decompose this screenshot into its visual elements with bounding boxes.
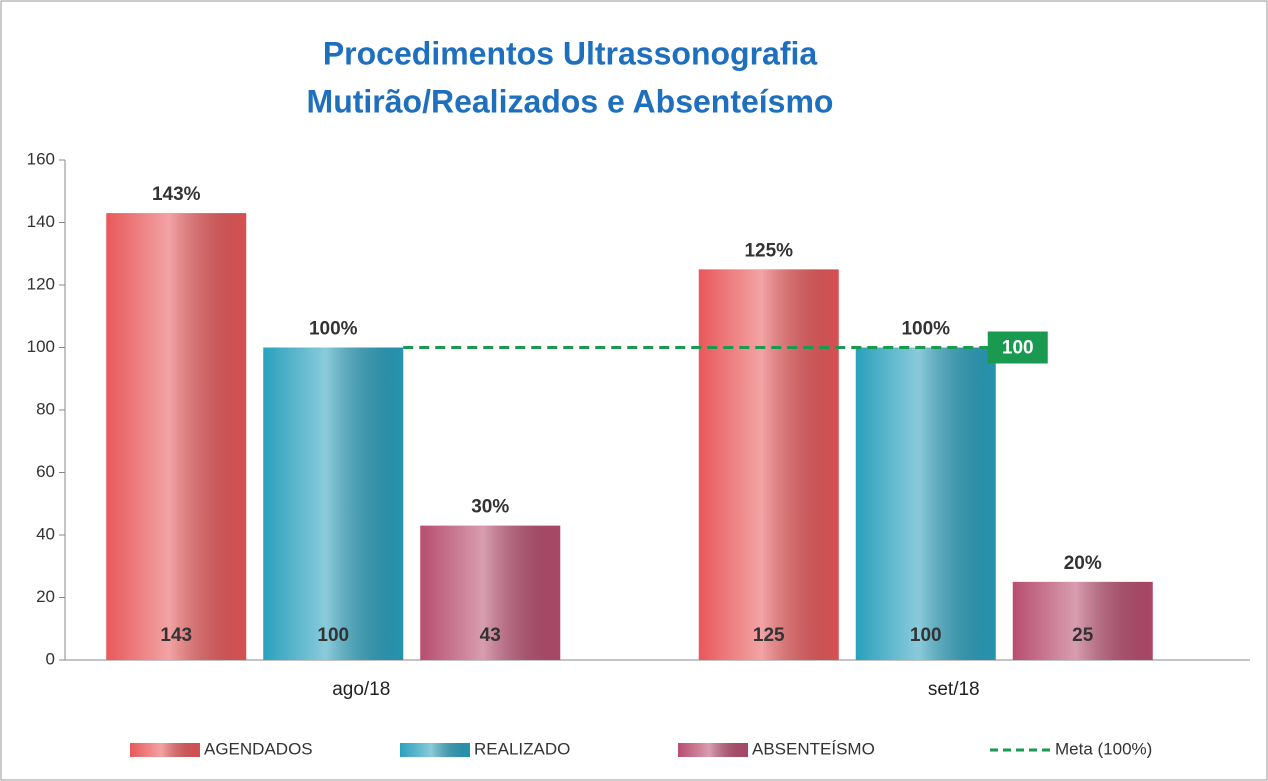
y-tick-label: 140	[27, 212, 55, 231]
bar-shine	[263, 347, 404, 660]
legend-label: REALIZADO	[474, 739, 570, 758]
y-tick-label: 120	[27, 274, 55, 293]
legend-swatch-shine	[678, 743, 748, 757]
chart-title: Procedimentos Ultrassonografia	[323, 35, 818, 71]
percent-label: 125%	[744, 240, 793, 261]
reference-label-box	[987, 331, 1048, 364]
bar-shine	[698, 269, 839, 660]
percent-label: 30%	[471, 497, 509, 518]
x-tick-label: ago/18	[332, 679, 390, 700]
y-tick-label: 80	[36, 399, 55, 418]
legend-label: ABSENTEÍSMO	[752, 739, 875, 758]
chart-subtitle: Mutirão/Realizados e Absenteísmo	[307, 83, 834, 119]
legend-swatch-shine	[130, 743, 200, 757]
x-tick-label: set/18	[928, 679, 980, 700]
bar-shine	[106, 213, 247, 660]
data-label: 25	[1072, 625, 1094, 646]
data-label: 100	[317, 625, 349, 646]
percent-label: 143%	[152, 184, 201, 205]
legend-label: Meta (100%)	[1055, 739, 1152, 758]
y-tick-label: 40	[36, 524, 55, 543]
y-tick-label: 100	[27, 337, 55, 356]
y-tick-label: 0	[46, 649, 55, 668]
percent-label: 20%	[1064, 553, 1102, 574]
legend-swatch-shine	[400, 743, 470, 757]
y-tick-label: 20	[36, 587, 55, 606]
y-tick-label: 60	[36, 462, 55, 481]
reference-label: 100	[1002, 338, 1034, 359]
bar-shine	[855, 347, 996, 660]
data-label: 125	[753, 625, 785, 646]
bar-shine	[1012, 581, 1153, 660]
legend-label: AGENDADOS	[204, 739, 313, 758]
data-label: 100	[910, 625, 942, 646]
y-tick-label: 160	[27, 149, 55, 168]
data-label: 143	[160, 625, 192, 646]
data-label: 43	[480, 625, 501, 646]
percent-label: 100%	[901, 319, 950, 340]
percent-label: 100%	[309, 319, 358, 340]
bar-shine	[420, 525, 561, 660]
